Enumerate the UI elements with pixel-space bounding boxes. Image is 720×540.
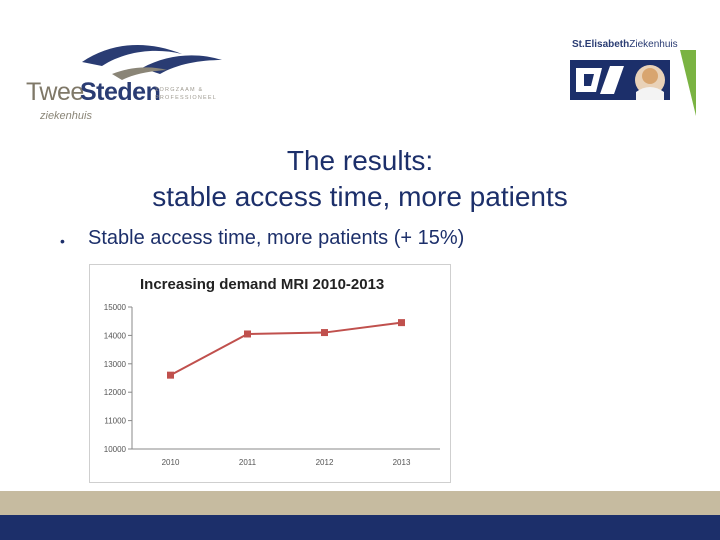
x-tick-label: 2010 [162, 458, 180, 467]
y-tick-label: 10000 [104, 445, 127, 454]
logo-right-name: St.ElisabethZiekenhuis [572, 39, 678, 50]
logo-right-name-bold: St.Elisabeth [572, 39, 630, 50]
data-point-marker [244, 330, 251, 338]
logo-subtitle: ziekenhuis [40, 110, 92, 122]
data-point-marker [398, 319, 405, 327]
x-tick-label: 2012 [316, 458, 334, 467]
x-tick-label: 2013 [393, 458, 411, 467]
footer-navy-bar [0, 515, 720, 540]
logo-word-steden: Steden [80, 78, 161, 106]
chart-title: Increasing demand MRI 2010-2013 [140, 276, 384, 293]
chart-container: Increasing demand MRI 2010-2013 10000 1100… [89, 264, 451, 483]
twee-steden-logo: Twee Steden ziekenhuis ZORGZAAM & PROFES… [22, 40, 222, 125]
st-elisabeth-logo: St.ElisabethZiekenhuis [562, 36, 702, 120]
series-line [170, 321, 402, 377]
y-tick-label: 12000 [104, 388, 127, 397]
footer-tan-bar [0, 491, 720, 515]
logo-word-twee: Twee [26, 78, 84, 106]
logo-tagline: ZORGZAAM & PROFESSIONEEL [155, 87, 218, 101]
bullet-icon: • [60, 233, 65, 249]
data-point-marker [167, 371, 174, 379]
data-point-marker [321, 329, 328, 337]
title-line-1: The results: [286, 145, 434, 176]
x-tick-label: 2011 [239, 458, 257, 467]
y-tick-label: 14000 [104, 331, 127, 340]
y-tick-label: 11000 [104, 417, 126, 426]
slide-title: The results: stable access time, more pa… [60, 143, 660, 215]
seagull-icon [82, 44, 222, 80]
y-tick-label: 15000 [104, 303, 127, 312]
title-line-2: stable access time, more patients [152, 181, 568, 212]
y-tick-label: 13000 [104, 360, 127, 369]
line-chart: Increasing demand MRI 2010-2013 10000 1100… [104, 276, 440, 467]
logo-right-name-rest: Ziekenhuis [629, 39, 678, 50]
st-elisabeth-emblem-icon [570, 50, 696, 116]
bullet-text: Stable access time, more patients (+ 15%… [88, 227, 465, 249]
